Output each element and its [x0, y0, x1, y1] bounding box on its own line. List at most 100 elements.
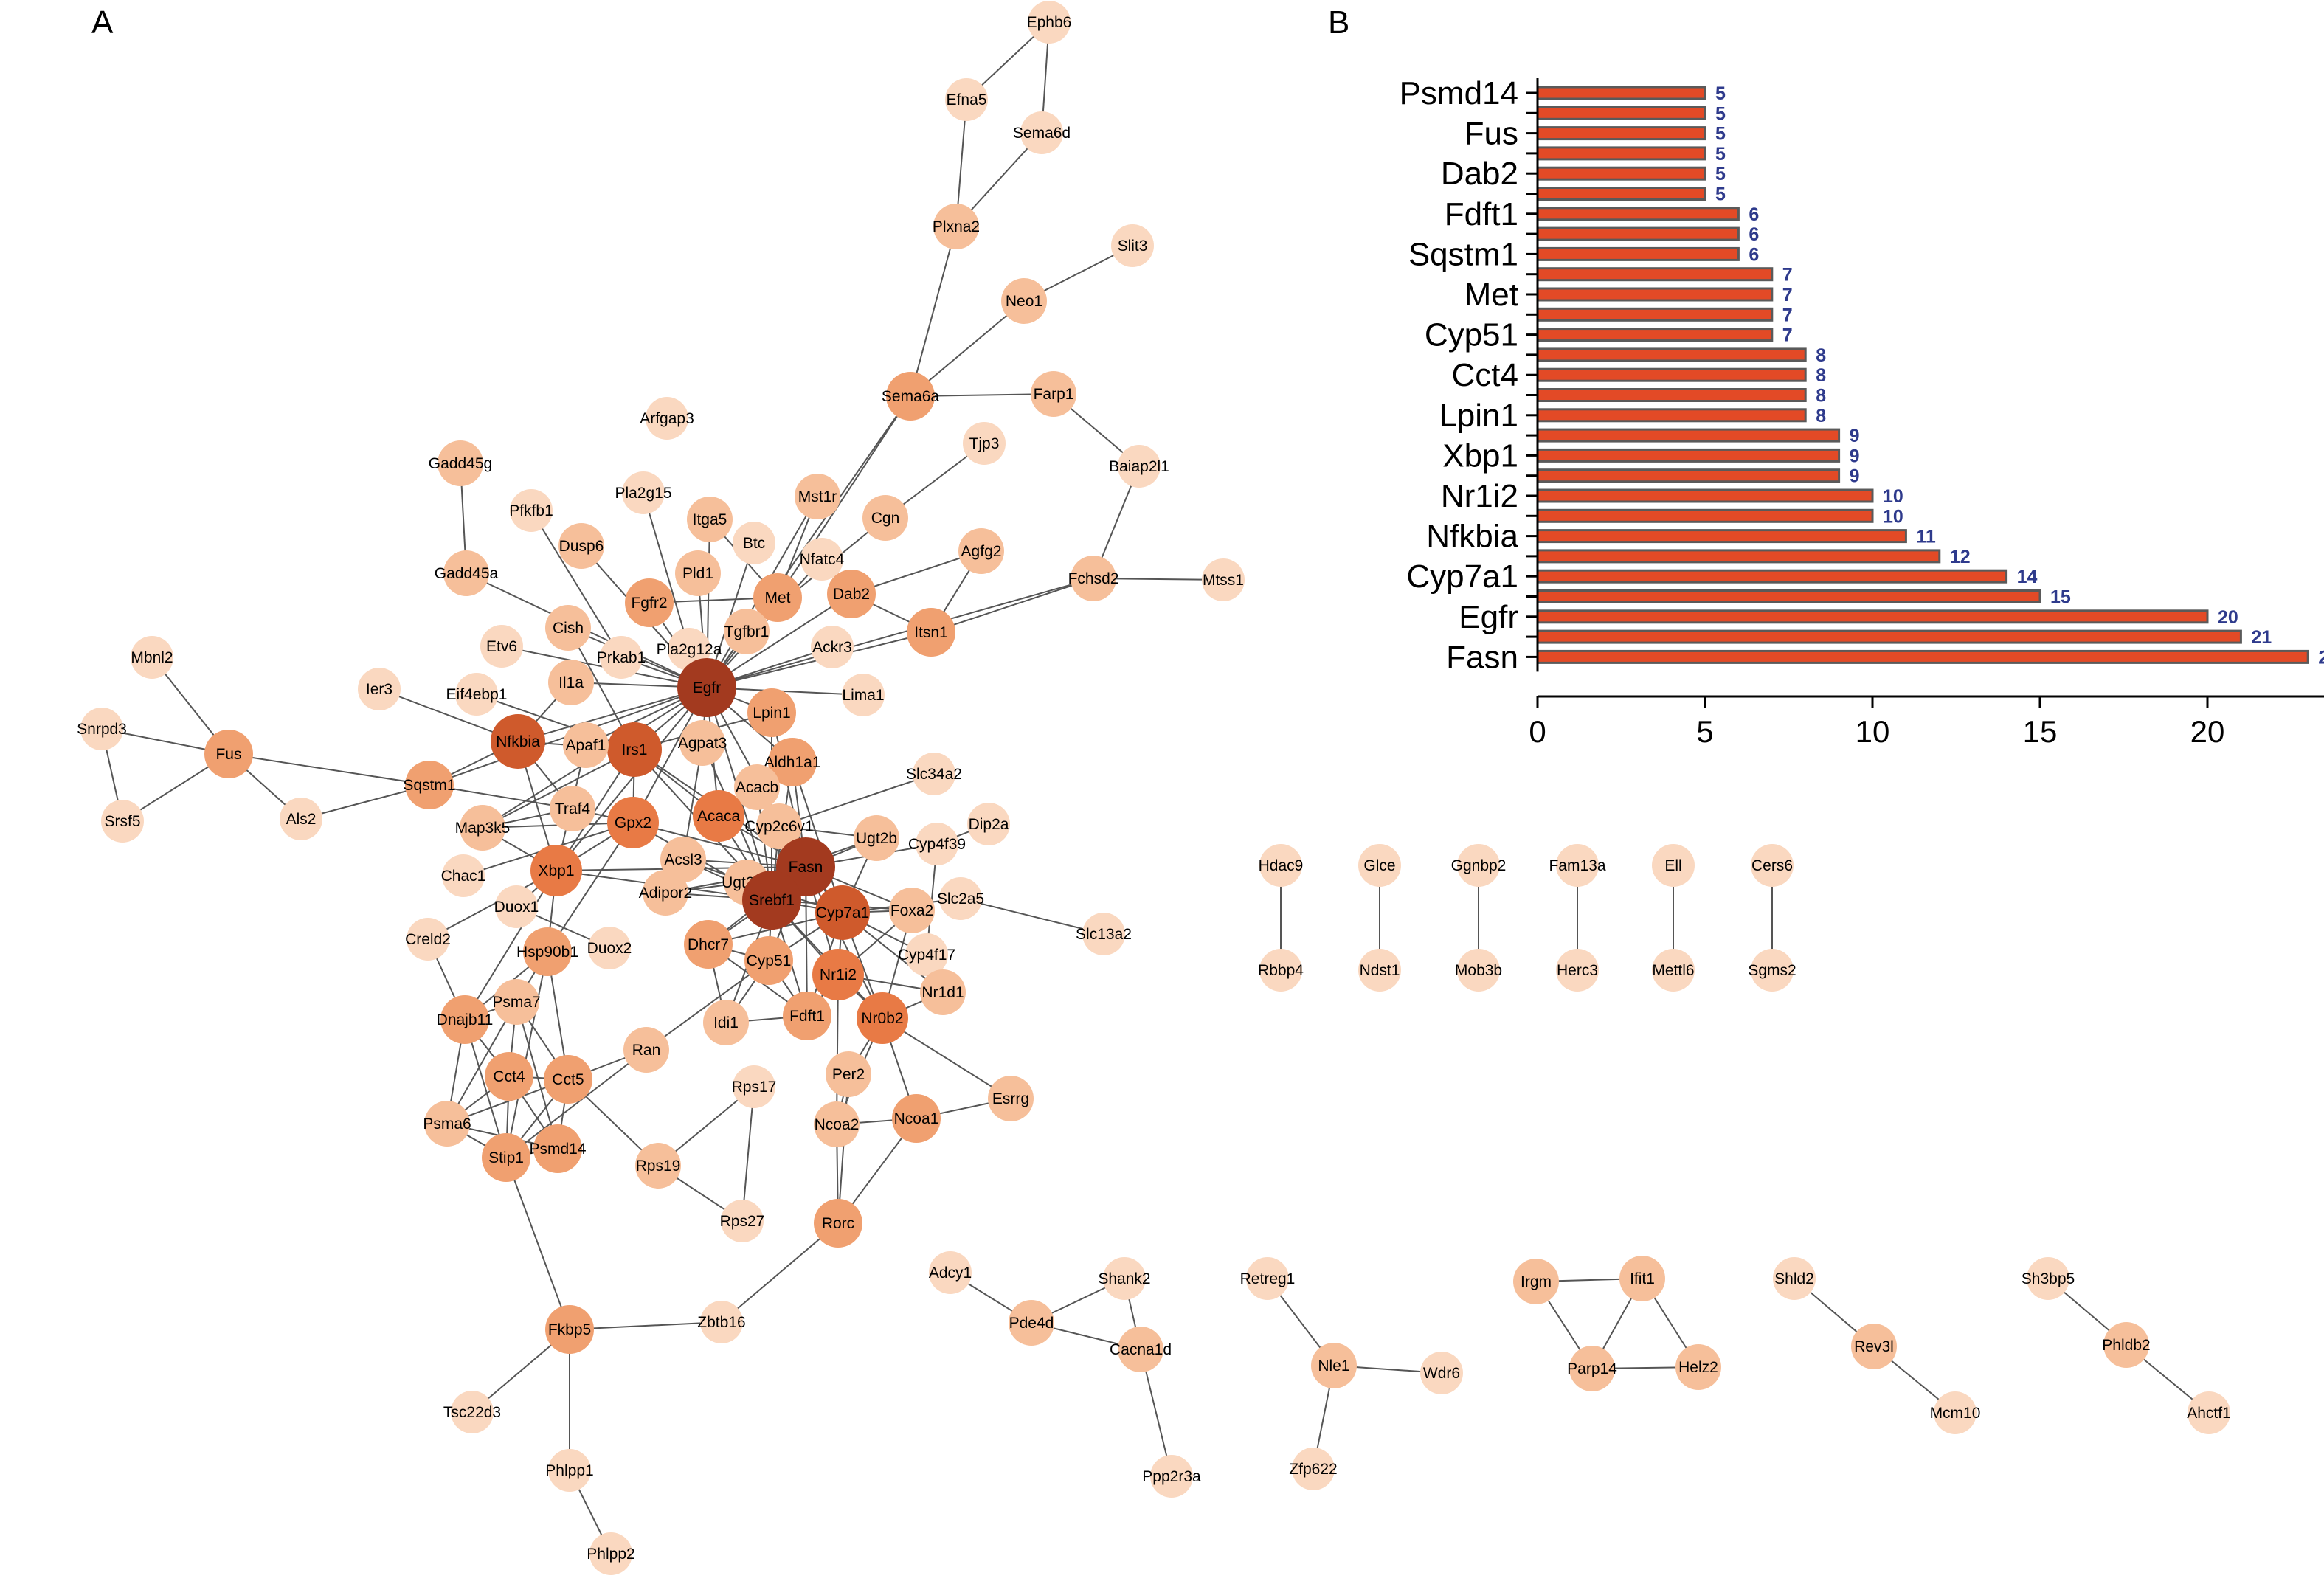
- node-mtss1[interactable]: Mtss1: [1202, 558, 1245, 601]
- node-slit3[interactable]: Slit3: [1111, 224, 1154, 267]
- node-traf4[interactable]: Traf4: [550, 786, 595, 831]
- node-slc34a2[interactable]: Slc34a2: [906, 753, 962, 795]
- node-psma7[interactable]: Psma7: [492, 979, 541, 1025]
- node-glce[interactable]: Glce: [1358, 844, 1401, 887]
- node-ell[interactable]: Ell: [1652, 844, 1695, 887]
- node-mob3b[interactable]: Mob3b: [1455, 949, 1502, 992]
- node-foxa2[interactable]: Foxa2: [889, 888, 935, 933]
- node-aldh1a1[interactable]: Aldh1a1: [764, 738, 821, 786]
- node-cyp7a1[interactable]: Cyp7a1: [815, 885, 870, 940]
- node-dnajb11[interactable]: Dnajb11: [437, 995, 494, 1044]
- node-herc3[interactable]: Herc3: [1556, 949, 1599, 992]
- node-esrrg[interactable]: Esrrg: [988, 1076, 1034, 1121]
- node-ugt2b[interactable]: Ugt2b: [854, 815, 899, 861]
- node-lima1[interactable]: Lima1: [842, 674, 885, 716]
- node-sgms2[interactable]: Sgms2: [1748, 949, 1796, 992]
- node-neo1[interactable]: Neo1: [1001, 278, 1047, 324]
- node-cct5[interactable]: Cct5: [544, 1055, 592, 1104]
- node-acaca[interactable]: Acaca: [693, 790, 744, 842]
- node-agfg2[interactable]: Agfg2: [958, 528, 1004, 574]
- node-cct4[interactable]: Cct4: [485, 1052, 533, 1101]
- node-phldb2[interactable]: Phldb2: [2102, 1322, 2151, 1368]
- node-ephb6[interactable]: Ephb6: [1027, 1, 1072, 44]
- node-gpx2[interactable]: Gpx2: [607, 797, 659, 848]
- node-per2[interactable]: Per2: [826, 1051, 871, 1097]
- node-ncoa2[interactable]: Ncoa2: [814, 1101, 860, 1147]
- node-sema6a[interactable]: Sema6a: [882, 372, 940, 421]
- node-eif4ebp1[interactable]: Eif4ebp1: [446, 673, 508, 716]
- node-idi1[interactable]: Idi1: [703, 1000, 749, 1045]
- node-xbp1[interactable]: Xbp1: [530, 845, 582, 896]
- node-ackr3[interactable]: Ackr3: [811, 626, 854, 668]
- node-baiap2l1[interactable]: Baiap2l1: [1109, 445, 1169, 488]
- node-nfatc4[interactable]: Nfatc4: [800, 538, 845, 581]
- node-ran[interactable]: Ran: [623, 1027, 669, 1073]
- node-ncoa1[interactable]: Ncoa1: [892, 1094, 941, 1143]
- node-rev3l[interactable]: Rev3l: [1851, 1324, 1897, 1369]
- node-tjp3[interactable]: Tjp3: [963, 422, 1006, 465]
- node-adcy1[interactable]: Adcy1: [929, 1251, 972, 1294]
- node-cyp4f17[interactable]: Cyp4f17: [898, 933, 955, 976]
- node-irs1[interactable]: Irs1: [607, 722, 662, 777]
- node-farp1[interactable]: Farp1: [1031, 371, 1076, 417]
- node-rbbp4[interactable]: Rbbp4: [1258, 949, 1304, 992]
- node-snrpd3[interactable]: Snrpd3: [77, 708, 127, 750]
- node-dab2[interactable]: Dab2: [827, 570, 876, 618]
- node-psmd14[interactable]: Psmd14: [529, 1124, 587, 1173]
- node-duox1[interactable]: Duox1: [494, 885, 539, 928]
- node-fdft1[interactable]: Fdft1: [783, 992, 831, 1040]
- node-stip1[interactable]: Stip1: [482, 1133, 530, 1182]
- node-cyp2c6v1[interactable]: Cyp2c6v1: [744, 803, 814, 849]
- node-pla2g12a[interactable]: Pla2g12a: [657, 628, 722, 671]
- node-mst1r[interactable]: Mst1r: [795, 474, 840, 519]
- node-ppp2r3a[interactable]: Ppp2r3a: [1142, 1455, 1201, 1498]
- node-cacna1d[interactable]: Cacna1d: [1110, 1327, 1172, 1372]
- node-nr1d1[interactable]: Nr1d1: [920, 969, 966, 1015]
- node-btc[interactable]: Btc: [733, 522, 775, 564]
- node-rps27[interactable]: Rps27: [720, 1200, 765, 1242]
- node-nle1[interactable]: Nle1: [1311, 1343, 1357, 1388]
- node-cgn[interactable]: Cgn: [862, 495, 908, 541]
- node-acacb[interactable]: Acacb: [734, 764, 780, 810]
- node-mbnl2[interactable]: Mbnl2: [131, 636, 173, 679]
- node-lpin1[interactable]: Lpin1: [747, 688, 796, 737]
- node-cers6[interactable]: Cers6: [1751, 844, 1794, 887]
- node-parp14[interactable]: Parp14: [1567, 1346, 1617, 1391]
- node-cyp51[interactable]: Cyp51: [744, 936, 793, 985]
- node-pld1[interactable]: Pld1: [675, 550, 721, 596]
- node-shld2[interactable]: Shld2: [1773, 1257, 1816, 1300]
- node-tgfbr1[interactable]: Tgfbr1: [724, 609, 770, 654]
- node-ggnbp2[interactable]: Ggnbp2: [1451, 844, 1507, 887]
- node-irgm[interactable]: Irgm: [1513, 1259, 1559, 1304]
- node-apaf1[interactable]: Apaf1: [563, 722, 609, 768]
- node-ndst1[interactable]: Ndst1: [1358, 949, 1401, 992]
- node-mcm10[interactable]: Mcm10: [1930, 1391, 1981, 1434]
- node-gadd45a[interactable]: Gadd45a: [435, 550, 499, 596]
- node-pla2g15[interactable]: Pla2g15: [615, 471, 672, 514]
- node-duox2[interactable]: Duox2: [587, 927, 632, 969]
- node-srebf1[interactable]: Srebf1: [742, 871, 801, 930]
- node-hdac9[interactable]: Hdac9: [1259, 844, 1304, 887]
- node-psma6[interactable]: Psma6: [423, 1101, 471, 1147]
- node-cyp4f39[interactable]: Cyp4f39: [908, 823, 966, 865]
- node-pfkfb1[interactable]: Pfkfb1: [509, 489, 553, 532]
- node-ahctf1[interactable]: Ahctf1: [2187, 1391, 2231, 1434]
- node-retreg1[interactable]: Retreg1: [1240, 1257, 1296, 1300]
- node-fam13a[interactable]: Fam13a: [1549, 844, 1606, 887]
- node-rorc[interactable]: Rorc: [814, 1199, 862, 1248]
- node-srsf5[interactable]: Srsf5: [101, 800, 144, 843]
- node-slc13a2[interactable]: Slc13a2: [1076, 913, 1132, 955]
- node-phlpp2[interactable]: Phlpp2: [587, 1532, 635, 1575]
- node-agpat3[interactable]: Agpat3: [678, 720, 727, 766]
- node-prkab1[interactable]: Prkab1: [597, 636, 646, 679]
- node-rps17[interactable]: Rps17: [732, 1065, 777, 1108]
- node-map3k5[interactable]: Map3k5: [455, 805, 511, 851]
- node-mettl6[interactable]: Mettl6: [1652, 949, 1695, 992]
- node-efna5[interactable]: Efna5: [945, 78, 988, 121]
- node-fus[interactable]: Fus: [204, 730, 253, 778]
- node-tsc22d3[interactable]: Tsc22d3: [443, 1391, 501, 1433]
- node-creld2[interactable]: Creld2: [405, 918, 451, 961]
- node-als2[interactable]: Als2: [280, 798, 322, 840]
- node-slc2a5[interactable]: Slc2a5: [937, 877, 984, 920]
- node-met[interactable]: Met: [753, 573, 802, 622]
